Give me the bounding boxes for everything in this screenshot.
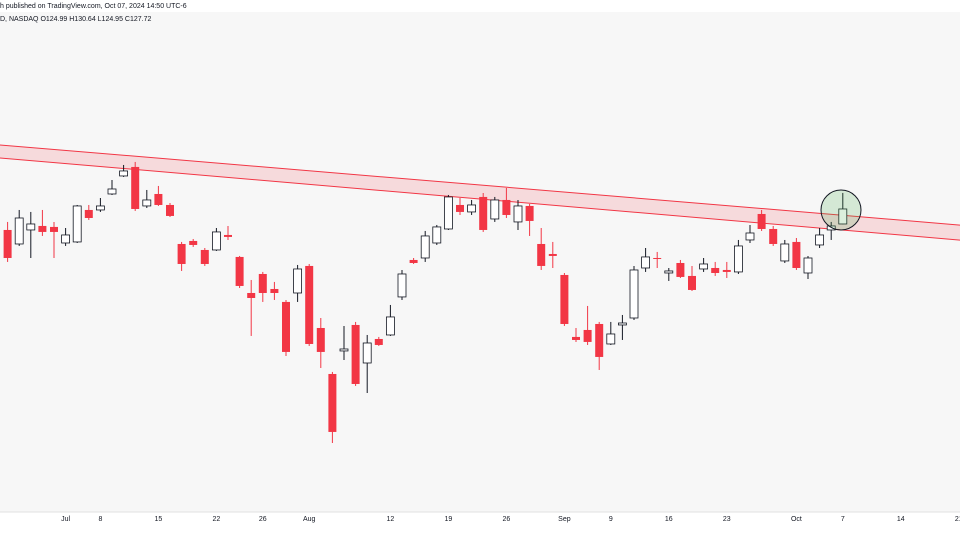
candle-body — [177, 243, 186, 264]
candle-body — [676, 262, 685, 277]
candle-body — [490, 199, 500, 220]
candle-body — [351, 324, 360, 384]
candle-body — [769, 228, 778, 244]
candle-body — [142, 199, 152, 207]
candle-body — [26, 223, 36, 231]
candle-body — [409, 259, 418, 263]
x-tick-label: 12 — [387, 516, 395, 523]
plot-area — [0, 12, 960, 512]
candle-body — [537, 243, 546, 266]
candle-body — [513, 205, 523, 223]
candle-body — [722, 269, 731, 272]
x-axis: Jul 8 15 22 26 Aug 12 19 26 Sep 9 16 23 Oct 7 14 21 — [61, 516, 960, 523]
candles-layer — [3, 161, 848, 443]
candle-body — [293, 268, 303, 294]
candle-body — [3, 229, 12, 258]
candle-body — [38, 225, 47, 232]
candle-body — [467, 204, 477, 213]
candle-body — [189, 240, 198, 245]
candle-body — [502, 199, 511, 215]
candle-body — [653, 257, 662, 259]
candle-body — [166, 204, 174, 216]
candle-body — [745, 232, 755, 241]
candle-body — [420, 235, 430, 259]
x-tick-label: 16 — [665, 516, 673, 523]
x-tick-label: 14 — [897, 516, 905, 523]
x-tick-label: Aug — [303, 516, 316, 523]
candle-body — [374, 338, 383, 345]
x-tick-label: 26 — [503, 516, 511, 523]
candle-body — [560, 274, 569, 324]
x-tick-label: Jul — [61, 516, 70, 523]
x-tick-label: 19 — [445, 516, 453, 523]
candle-body — [328, 373, 337, 432]
candle-body — [316, 327, 325, 352]
x-tick-label: 15 — [155, 516, 163, 523]
trend-band — [0, 144, 960, 241]
candle-body — [119, 170, 128, 177]
x-tick-label: Sep — [558, 516, 571, 523]
candle-body — [792, 241, 801, 268]
highlight-circle — [820, 189, 862, 231]
x-tick-label: 9 — [609, 516, 613, 523]
candle-body — [525, 205, 534, 221]
chart-subtitle: D, NASDAQ O124.99 H130.64 L124.95 C127.7… — [0, 16, 151, 23]
candle-body — [815, 234, 824, 246]
candle-body — [154, 193, 163, 205]
x-tick-label: 8 — [98, 516, 102, 523]
candle-body — [72, 205, 82, 243]
candle-body — [757, 213, 766, 229]
candle-body — [305, 265, 314, 344]
candle-body — [107, 188, 117, 195]
candle-body — [479, 196, 488, 230]
candle-body — [131, 166, 140, 209]
candle-body — [699, 263, 708, 270]
candle-body — [50, 226, 58, 232]
candle-body — [385, 316, 395, 336]
candle-body — [14, 217, 24, 245]
candle-body — [247, 292, 256, 298]
candle-body — [734, 245, 743, 273]
candle-body — [780, 243, 790, 262]
candle-body — [200, 249, 209, 264]
candle-body — [618, 322, 627, 326]
chart-title: h published on TradingView.com, Oct 07, … — [0, 3, 187, 10]
candle-body — [96, 205, 105, 211]
candle-body — [443, 196, 453, 230]
x-tick-label: 22 — [213, 516, 221, 523]
candle-body — [224, 234, 232, 237]
x-tick-label: 21 — [955, 516, 960, 523]
candle-body — [629, 269, 639, 319]
candle-body — [641, 256, 650, 269]
candle-body — [572, 336, 580, 340]
candle-body — [339, 348, 349, 352]
candle-body — [711, 267, 720, 273]
x-tick-label: 23 — [723, 516, 731, 523]
candle-body — [838, 208, 848, 225]
candle-body — [282, 301, 290, 352]
candle-body — [803, 257, 813, 274]
candle-body — [235, 256, 244, 286]
x-tick-label: Oct — [791, 516, 802, 523]
x-tick-label: 7 — [841, 516, 845, 523]
candle-body — [456, 204, 464, 212]
candle-body — [606, 333, 616, 345]
candle-body — [664, 270, 674, 274]
candle-body — [583, 329, 592, 342]
x-tick-label: 26 — [259, 516, 267, 523]
candle-body — [432, 226, 442, 244]
trend-line-upper — [0, 144, 960, 226]
candle-body — [362, 342, 372, 364]
candle-body — [270, 288, 279, 293]
candle-body — [548, 253, 557, 256]
candle-body — [595, 323, 604, 357]
candle-body — [84, 209, 93, 218]
candle-body — [258, 273, 267, 293]
candle-body — [211, 231, 221, 251]
candle-body — [61, 234, 70, 244]
candle-body — [397, 273, 407, 298]
candle-body — [688, 275, 696, 290]
